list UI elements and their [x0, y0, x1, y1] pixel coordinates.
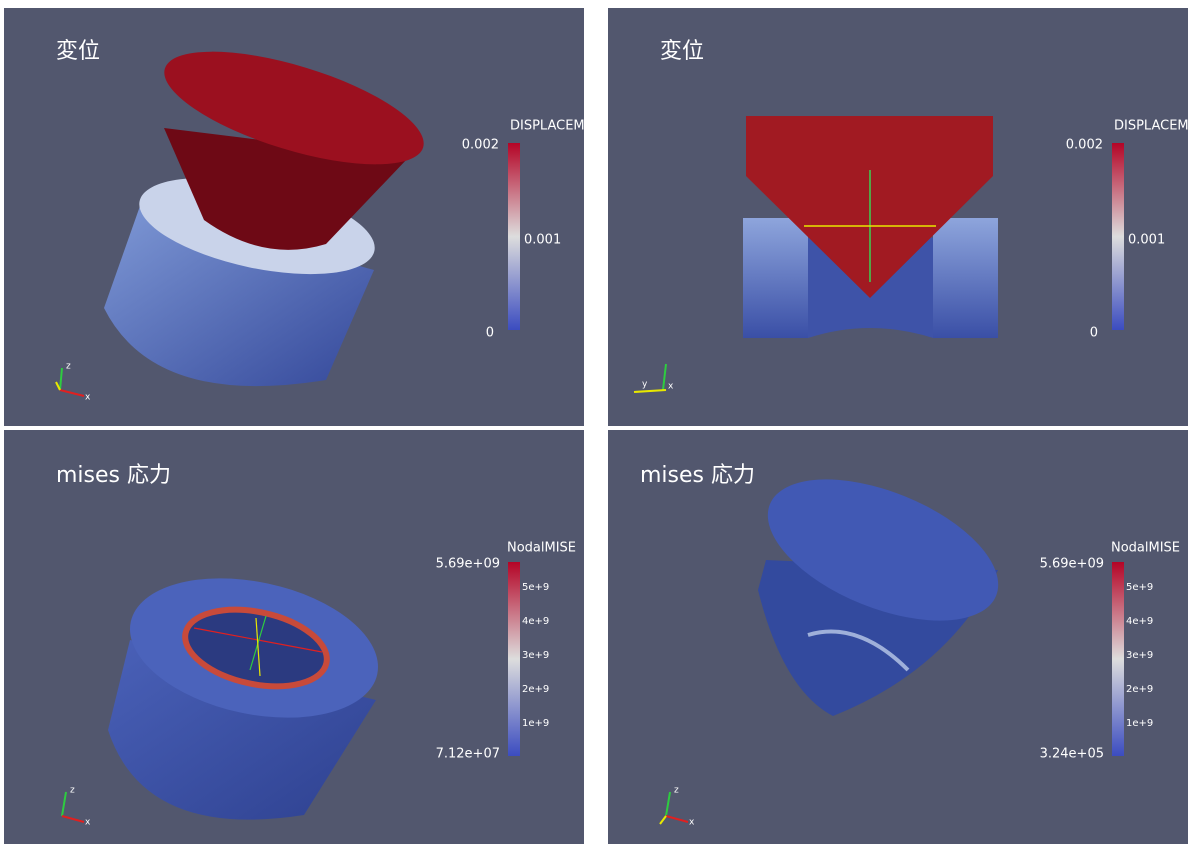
tick-label: 1e+9: [1126, 718, 1153, 729]
color-bar: [1112, 562, 1124, 756]
min-label: 0: [1090, 326, 1098, 341]
legend-title: DISPLACEM: [510, 119, 584, 134]
view-title: 変位: [56, 39, 100, 64]
tick-label: 1e+9: [522, 718, 549, 729]
tick-label: 3e+9: [522, 650, 549, 661]
tick-label: 0.001: [524, 233, 561, 248]
tick-label: 0.001: [1128, 233, 1165, 248]
render-view: mises 応力 NodalMISE 5.69e+09 5e+9 4e+9 3e…: [56, 463, 576, 828]
axis-line: [665, 815, 689, 823]
view-title: mises 応力: [56, 463, 171, 488]
render-view: 変位 DISPLACEM 0.002 0.001 0 y x: [633, 39, 1188, 393]
axis-line: [61, 815, 85, 823]
view-title: 変位: [660, 39, 704, 64]
axis-label: x: [689, 818, 695, 828]
render-view: mises 応力 NodalMISE 5.69e+09 5e+9 4e+9 3e…: [640, 463, 1180, 828]
axis-line: [662, 363, 667, 391]
color-bar: [1112, 143, 1124, 330]
max-label: 5.69e+09: [436, 557, 500, 572]
view-panel: 変位 DISPLACEM 0.002 0.001 0 z x: [4, 8, 584, 426]
axis-label: z: [66, 362, 71, 372]
contact-band: [807, 629, 910, 672]
axis-label: x: [668, 382, 674, 392]
view-panel: 変位 DISPLACEM 0.002 0.001 0 y x: [608, 8, 1188, 426]
legend-title: DISPLACEM: [1114, 119, 1188, 134]
cylinder: [104, 206, 374, 387]
min-label: 3.24e+05: [1040, 747, 1104, 762]
axis-line: [255, 617, 261, 677]
view-panel: mises 応力 NodalMISE 5.69e+09 5e+9 4e+9 3e…: [608, 430, 1188, 844]
min-label: 7.12e+07: [436, 747, 500, 762]
axis-line: [61, 791, 67, 817]
max-label: 0.002: [1066, 138, 1103, 153]
tick-label: 4e+9: [522, 616, 549, 627]
color-bar: [508, 562, 520, 756]
color-bar: [508, 143, 520, 330]
axis-label: z: [70, 786, 75, 796]
axis-line: [55, 381, 61, 391]
axis-label: x: [85, 393, 91, 403]
min-label: 0: [486, 326, 494, 341]
cone-top: [164, 51, 424, 165]
tick-label: 5e+9: [1126, 582, 1153, 593]
max-label: 5.69e+09: [1040, 557, 1104, 572]
tick-label: 2e+9: [1126, 684, 1153, 695]
axis-line: [659, 815, 667, 825]
tick-label: 2e+9: [522, 684, 549, 695]
block: [933, 218, 998, 338]
axis-line: [59, 389, 85, 397]
axis-label: y: [642, 380, 648, 390]
axis-line: [59, 367, 63, 391]
legend-title: NodalMISE: [507, 541, 576, 556]
block: [743, 218, 808, 338]
tick-label: 4e+9: [1126, 616, 1153, 627]
max-label: 0.002: [462, 138, 499, 153]
cone-top: [767, 479, 999, 621]
view-title: mises 応力: [640, 463, 755, 488]
tick-label: 3e+9: [1126, 650, 1153, 661]
tick-label: 5e+9: [522, 582, 549, 593]
axis-line: [665, 791, 671, 817]
axis-label: z: [674, 786, 679, 796]
legend-title: NodalMISE: [1111, 541, 1180, 556]
view-panel: mises 応力 NodalMISE 5.69e+09 5e+9 4e+9 3e…: [4, 430, 584, 844]
axis-line: [633, 389, 667, 393]
render-view: 変位 DISPLACEM 0.002 0.001 0 z x: [55, 39, 584, 403]
axis-label: x: [85, 818, 91, 828]
